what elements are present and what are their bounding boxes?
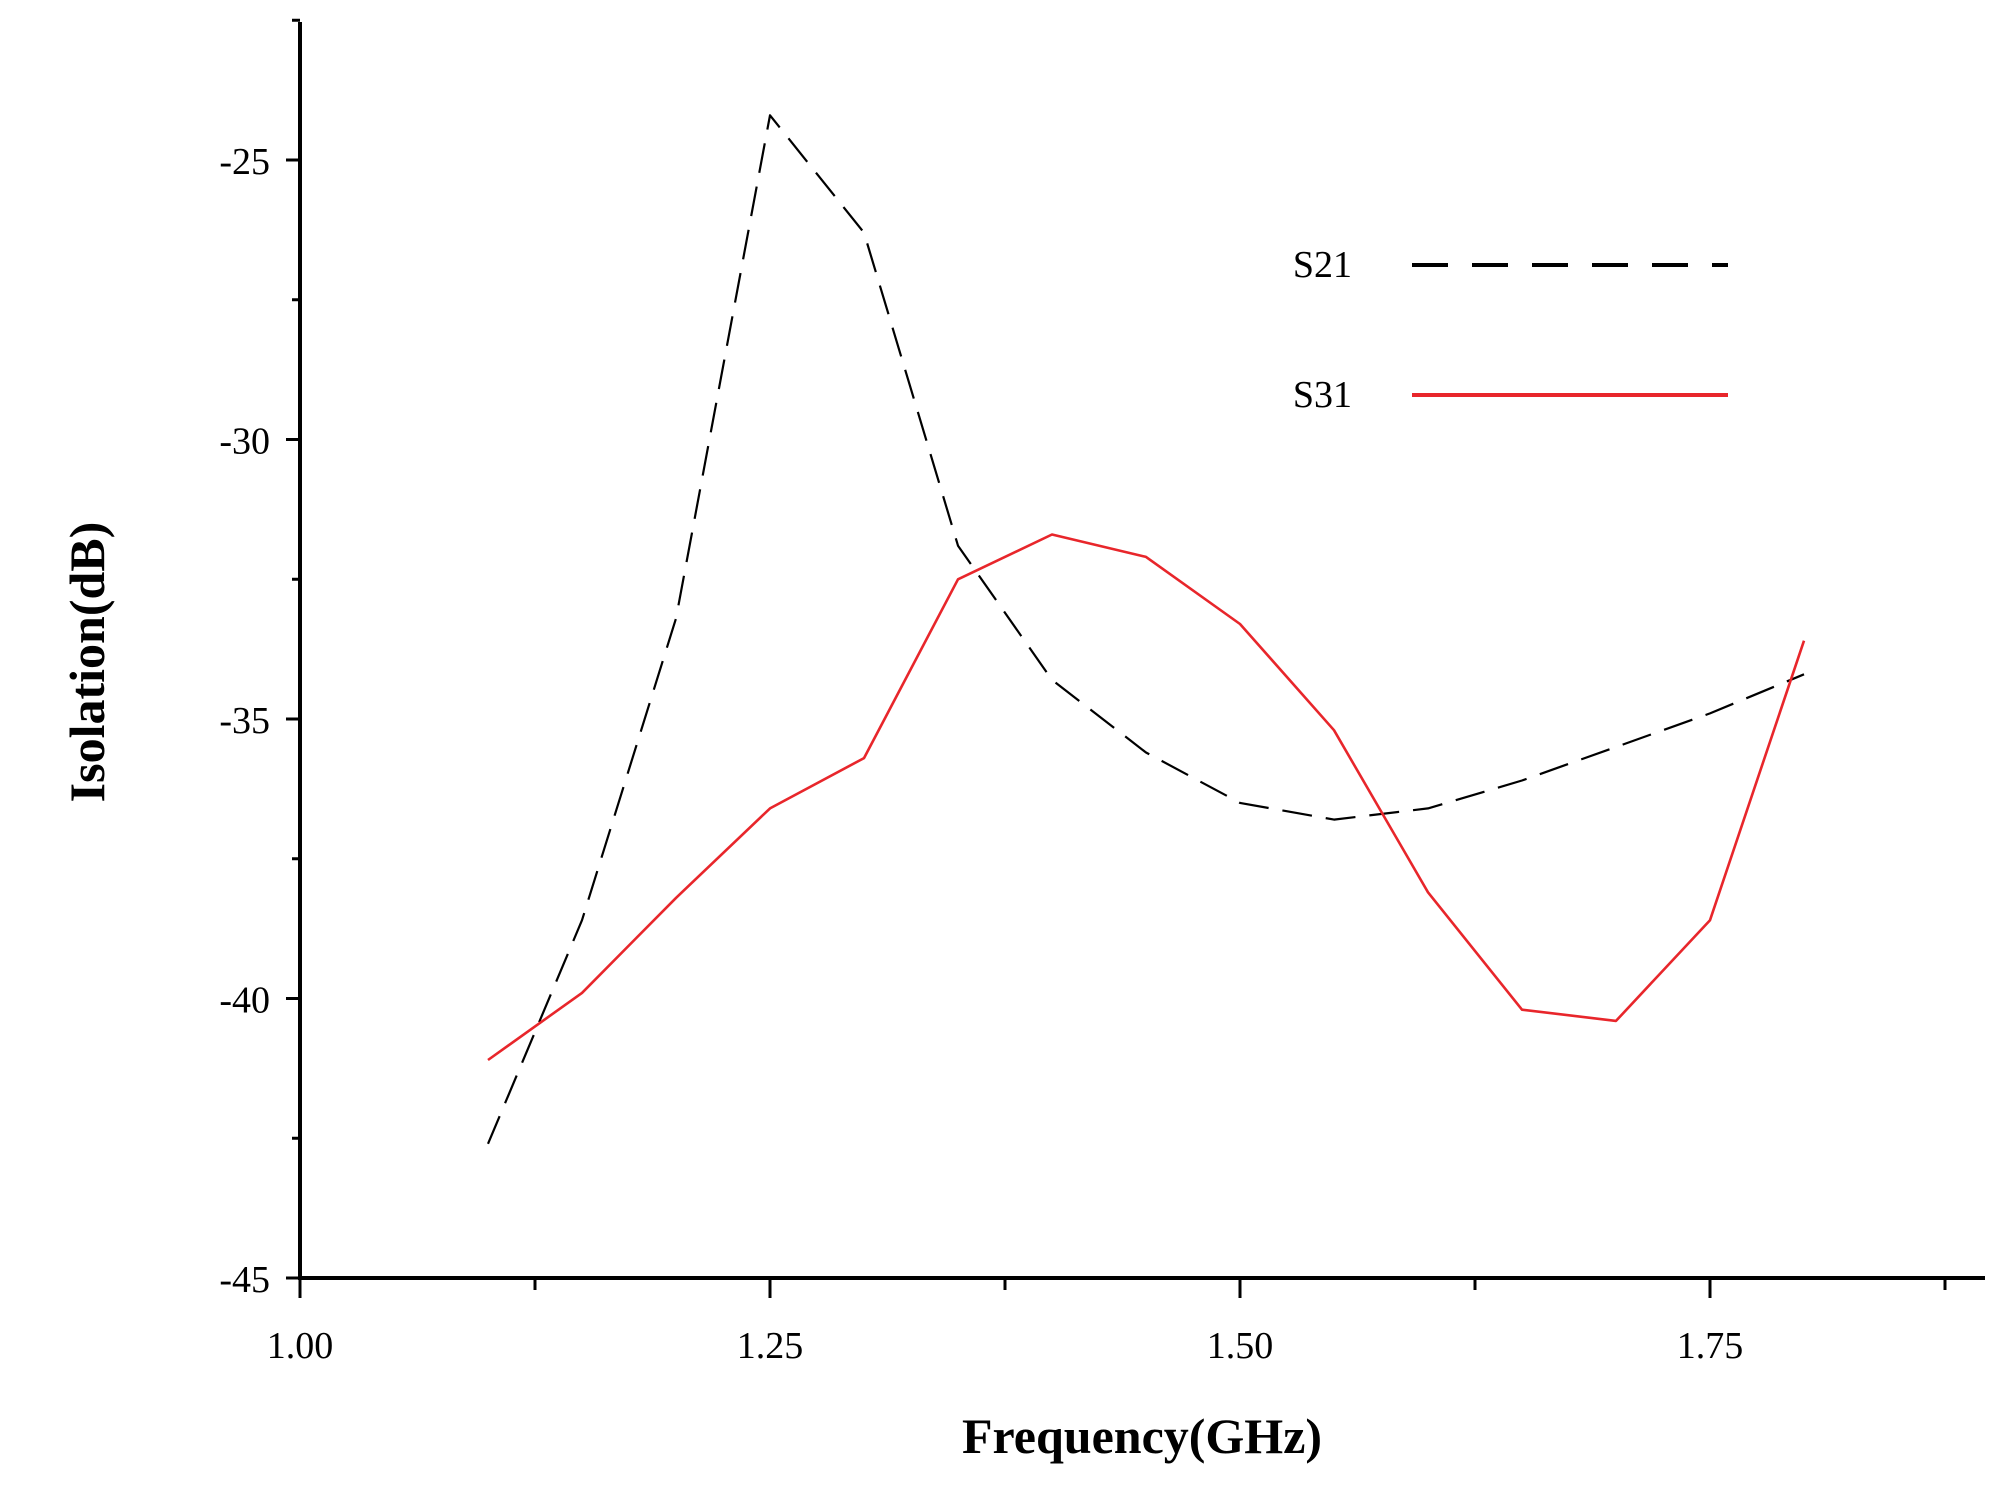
x-axis-title: Frequency(GHz) — [962, 1408, 1322, 1464]
y-tick-label: -35 — [219, 700, 270, 742]
x-tick-label: 1.75 — [1677, 1325, 1744, 1367]
tick-marks — [286, 18, 1947, 1298]
y-tick-label: -40 — [219, 980, 270, 1022]
y-tick-label: -30 — [219, 421, 270, 463]
x-tick-label: 1.50 — [1207, 1325, 1274, 1367]
x-tick-label: 1.25 — [737, 1325, 804, 1367]
legend: S21 S31 — [1293, 244, 1728, 416]
x-tick-label: 1.00 — [267, 1325, 334, 1367]
tick-labels: 1.00 1.25 1.50 1.75 -45 -40 -35 -30 -25 — [219, 141, 1743, 1367]
series-layer — [486, 114, 1806, 1145]
series-line-s21 — [486, 114, 1805, 1145]
y-tick-label: -45 — [219, 1259, 270, 1301]
y-tick-label: -25 — [219, 141, 270, 183]
y-axis-title: Isolation(dB) — [59, 522, 115, 803]
axes — [298, 22, 1985, 1280]
legend-label-s31: S31 — [1293, 374, 1352, 416]
legend-label-s21: S21 — [1293, 244, 1352, 286]
series-line-s31 — [487, 533, 1806, 1062]
